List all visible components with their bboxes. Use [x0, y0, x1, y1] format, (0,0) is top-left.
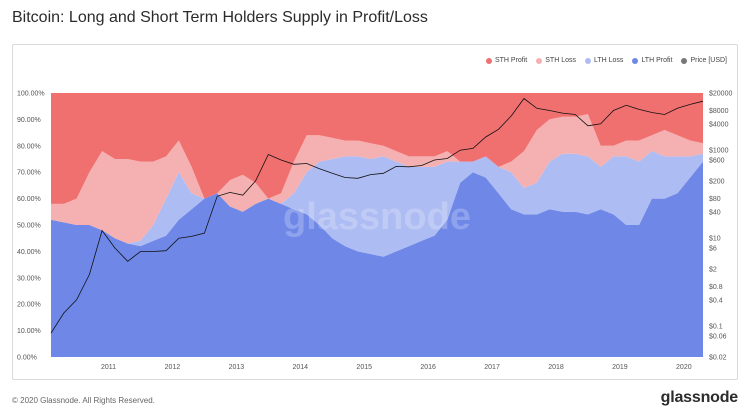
x-tick-label: 2018: [548, 364, 564, 371]
y-left-tick-label: 70.00%: [17, 170, 41, 177]
x-tick-label: 2014: [293, 364, 309, 371]
area-sth-loss: [51, 114, 703, 244]
y-right-tick-label: $4000: [709, 121, 729, 128]
legend-dot-icon: [681, 57, 688, 64]
legend-dot-icon: [632, 57, 639, 64]
legend-label: Price [USD]: [690, 57, 727, 64]
y-right-tick-label: $6: [709, 246, 717, 253]
legend-item[interactable]: STH Profit: [485, 57, 528, 64]
legend-item[interactable]: STH Loss: [536, 57, 576, 64]
chart-panel: STH Profit STH Loss LTH Loss LTH Profit Pric…: [12, 44, 738, 380]
y-right-tick-label: $80: [709, 196, 721, 203]
y-right-tick-label: $20000: [709, 91, 732, 98]
legend-dot-icon: [536, 57, 543, 64]
y-left-tick-label: 40.00%: [17, 249, 41, 256]
watermark: glassnode: [283, 196, 471, 238]
y-left-tick-label: 80.00%: [17, 143, 41, 150]
x-tick-label: 2011: [101, 364, 116, 371]
chart-legend: STH Profit STH Loss LTH Loss LTH Profit Pric…: [477, 57, 727, 66]
x-tick-label: 2020: [676, 364, 692, 371]
y-right-tick-label: $2: [709, 267, 717, 274]
price-line: [50, 97, 704, 334]
chart-svg: glassnode 0.00% 10.00% 20.00% 30.00% 40.00% 50…: [17, 91, 732, 372]
y-left-tick-label: 20.00%: [17, 302, 41, 309]
x-tick-label: 2016: [420, 364, 436, 371]
glassnode-logo[interactable]: glassnode: [660, 389, 739, 406]
y-right-tick-label: $0.06: [709, 334, 727, 341]
y-left-tick-label: 30.00%: [17, 275, 41, 282]
y-right-tick-label: $600: [709, 158, 725, 165]
y-left-tick-label: 100.00%: [17, 91, 45, 98]
x-tick-label: 2012: [165, 364, 181, 371]
y-right-tick-label: $1000: [709, 148, 729, 155]
x-tick-label: 2013: [229, 364, 245, 371]
y-right-tick-label: $40: [709, 209, 721, 216]
y-left-tick-label: 60.00%: [17, 196, 41, 203]
x-tick-label: 2017: [484, 364, 500, 371]
legend-label: LTH Profit: [641, 57, 673, 64]
y-right-tick-label: $10: [709, 236, 721, 243]
legend-label: STH Profit: [494, 57, 528, 64]
y-right-tick-label: $0.8: [709, 284, 723, 291]
copyright: © 2020 Glassnode. All Rights Reserved.: [12, 396, 155, 405]
area-lth-profit: [51, 161, 703, 357]
y-left-tick-label: 90.00%: [17, 117, 41, 124]
y-left-tick-label: 0.00%: [17, 355, 37, 362]
legend-item[interactable]: LTH Loss: [585, 57, 623, 64]
legend-dot-icon: [585, 57, 591, 64]
legend-item[interactable]: Price [USD]: [681, 57, 727, 64]
x-tick-label: 2019: [612, 364, 628, 371]
legend-dot-icon: [485, 57, 492, 64]
y-right-tick-label: $0.02: [709, 355, 727, 362]
y-right-tick-label: $0.4: [709, 297, 723, 304]
y-left-tick-label: 10.00%: [17, 328, 41, 335]
x-tick-label: 2015: [356, 364, 372, 371]
y-right-tick-label: $200: [709, 179, 725, 186]
legend-label: LTH Loss: [594, 57, 624, 64]
y-left-tick-label: 50.00%: [17, 223, 41, 230]
page-title: Bitcoin: Long and Short Term Holders Sup…: [12, 9, 428, 26]
legend-label: STH Loss: [545, 57, 576, 64]
area-sth-profit: [51, 93, 703, 204]
y-right-tick-label: $8000: [709, 108, 729, 115]
area-lth-loss: [51, 151, 703, 257]
legend-item[interactable]: LTH Profit: [632, 57, 672, 64]
y-right-tick-label: $0.1: [709, 324, 723, 331]
